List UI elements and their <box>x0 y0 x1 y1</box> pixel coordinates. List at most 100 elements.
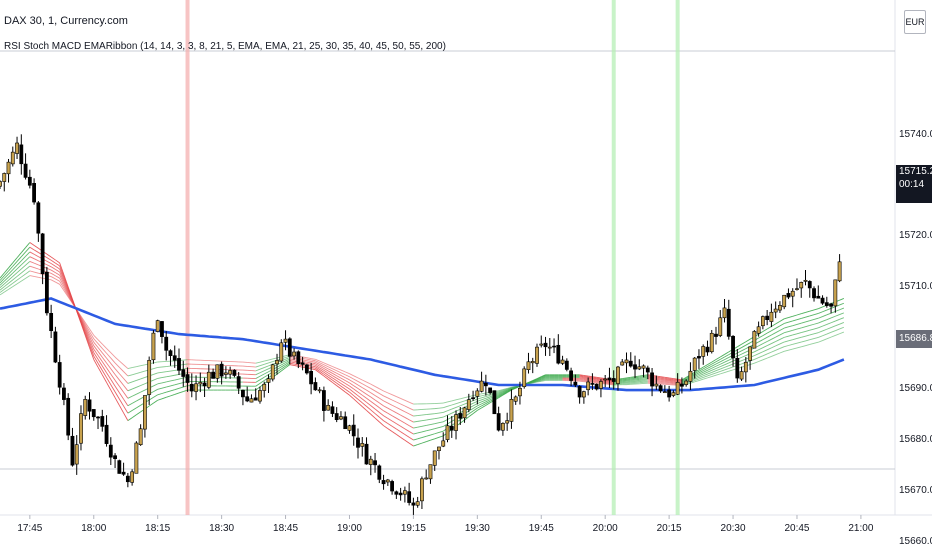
ema-ribbon-55 <box>813 341 819 344</box>
ema-ribbon-45 <box>12 276 18 281</box>
ema-ribbon-45 <box>775 343 781 347</box>
ema-ribbon-45 <box>118 373 124 379</box>
ema-ribbon-35 <box>289 359 295 362</box>
ema-ribbon-55 <box>97 339 103 345</box>
candle-body <box>437 446 441 451</box>
ema-ribbon-21 <box>101 374 107 383</box>
ema-ribbon-21 <box>161 396 167 400</box>
ema-ribbon-55 <box>464 396 469 399</box>
candle-body <box>547 346 552 349</box>
ema-ribbon-21 <box>285 364 291 369</box>
currency-button[interactable]: EUR <box>904 10 926 34</box>
ema-ribbon-25 <box>677 379 682 382</box>
candle-body <box>215 364 220 379</box>
ema-ribbon-35 <box>20 260 26 266</box>
ema-ribbon-55 <box>268 358 273 361</box>
ema-ribbon-30 <box>357 395 363 400</box>
ema-ribbon-21 <box>408 442 414 447</box>
ema-ribbon-30 <box>289 361 295 364</box>
ema-ribbon-35 <box>485 397 491 401</box>
ema-ribbon-40 <box>106 362 112 370</box>
ema-ribbon-40 <box>438 416 444 419</box>
ema-ribbon-21 <box>374 417 380 423</box>
ema-ribbon-21 <box>643 374 648 376</box>
ema-ribbon-50 <box>80 316 86 325</box>
time-tick-label: 18:15 <box>145 523 171 534</box>
ema-ribbon-21 <box>413 444 418 447</box>
ema-ribbon-21 <box>664 376 670 379</box>
ema-ribbon-21 <box>110 389 116 398</box>
ema-ribbon-30 <box>170 384 175 387</box>
ema-ribbon-45 <box>374 395 380 399</box>
ema-ribbon-55 <box>315 358 320 362</box>
ema-ribbon-50 <box>779 346 785 349</box>
ema-ribbon-50 <box>302 358 307 360</box>
ema-ribbon-40 <box>89 336 95 346</box>
ema-ribbon-40 <box>80 319 86 329</box>
ema-ribbon-40 <box>443 414 448 418</box>
ema-ribbon-45 <box>434 412 440 415</box>
ema-ribbon-50 <box>84 324 90 332</box>
ema-ribbon-30 <box>438 426 444 429</box>
ema-ribbon-21 <box>430 438 435 441</box>
ema-ribbon-55 <box>707 376 712 379</box>
ema-ribbon-55 <box>323 362 329 366</box>
ema-ribbon-21 <box>400 436 406 441</box>
ema-ribbon-45 <box>835 323 840 327</box>
candle-body <box>658 385 663 392</box>
ema-ribbon-30 <box>673 379 678 382</box>
ema-ribbon-50 <box>59 281 65 289</box>
ema-ribbon-30 <box>153 388 158 393</box>
candle-body <box>83 399 88 416</box>
ema-ribbon-25 <box>311 366 316 369</box>
candle-body <box>829 303 833 307</box>
ema-ribbon-55 <box>80 315 86 323</box>
candle-body <box>198 382 203 385</box>
ema-ribbon-50 <box>796 341 802 344</box>
ema-ribbon-50 <box>451 403 457 406</box>
ema-ribbon-50 <box>447 404 452 407</box>
candle-body <box>420 478 424 502</box>
ema-ribbon-21 <box>12 257 18 264</box>
candle-body <box>820 297 825 304</box>
ema-ribbon-40 <box>792 333 798 336</box>
ema-ribbon-25 <box>809 314 815 317</box>
ema-ribbon-50 <box>481 394 486 397</box>
ema-ribbon-40 <box>715 366 721 369</box>
ema-ribbon-30 <box>114 385 120 393</box>
ema-ribbon-45 <box>583 379 589 381</box>
ema-ribbon-25 <box>673 379 678 381</box>
candle-body <box>381 480 386 485</box>
ema-ribbon-30 <box>374 408 380 413</box>
ema-ribbon-35 <box>59 271 65 282</box>
ema-ribbon-21 <box>118 405 124 414</box>
ema-ribbon-45 <box>29 265 35 269</box>
ema-ribbon-40 <box>609 381 614 384</box>
ema-ribbon-35 <box>775 334 781 338</box>
candle-body <box>709 332 714 353</box>
ema-ribbon-35 <box>281 362 286 366</box>
ema-ribbon-35 <box>609 381 614 383</box>
ema-ribbon-21 <box>157 398 163 401</box>
ema-ribbon-40 <box>264 368 269 372</box>
ema-ribbon-35 <box>835 314 840 317</box>
ema-ribbon-45 <box>306 360 312 362</box>
ema-ribbon-40 <box>813 327 819 330</box>
ema-ribbon-21 <box>366 410 372 415</box>
ema-ribbon-40 <box>93 345 99 352</box>
time-tick-label: 18:30 <box>209 523 235 534</box>
ema-ribbon-40 <box>818 325 823 329</box>
candle-body <box>32 183 36 203</box>
ema-ribbon-30 <box>822 314 827 317</box>
ema-ribbon-50 <box>319 362 325 366</box>
ema-ribbon-50 <box>374 390 380 394</box>
ema-ribbon-25 <box>59 265 65 278</box>
candle-body <box>564 360 569 370</box>
indicator-legend[interactable]: RSI Stoch MACD EMARibbon (14, 14, 3, 3, … <box>4 41 446 52</box>
candle-body <box>23 163 28 178</box>
ema-ribbon-45 <box>289 357 295 359</box>
ema-ribbon-40 <box>319 365 325 369</box>
ema-ribbon-25 <box>822 309 827 313</box>
candle-body <box>496 413 501 431</box>
